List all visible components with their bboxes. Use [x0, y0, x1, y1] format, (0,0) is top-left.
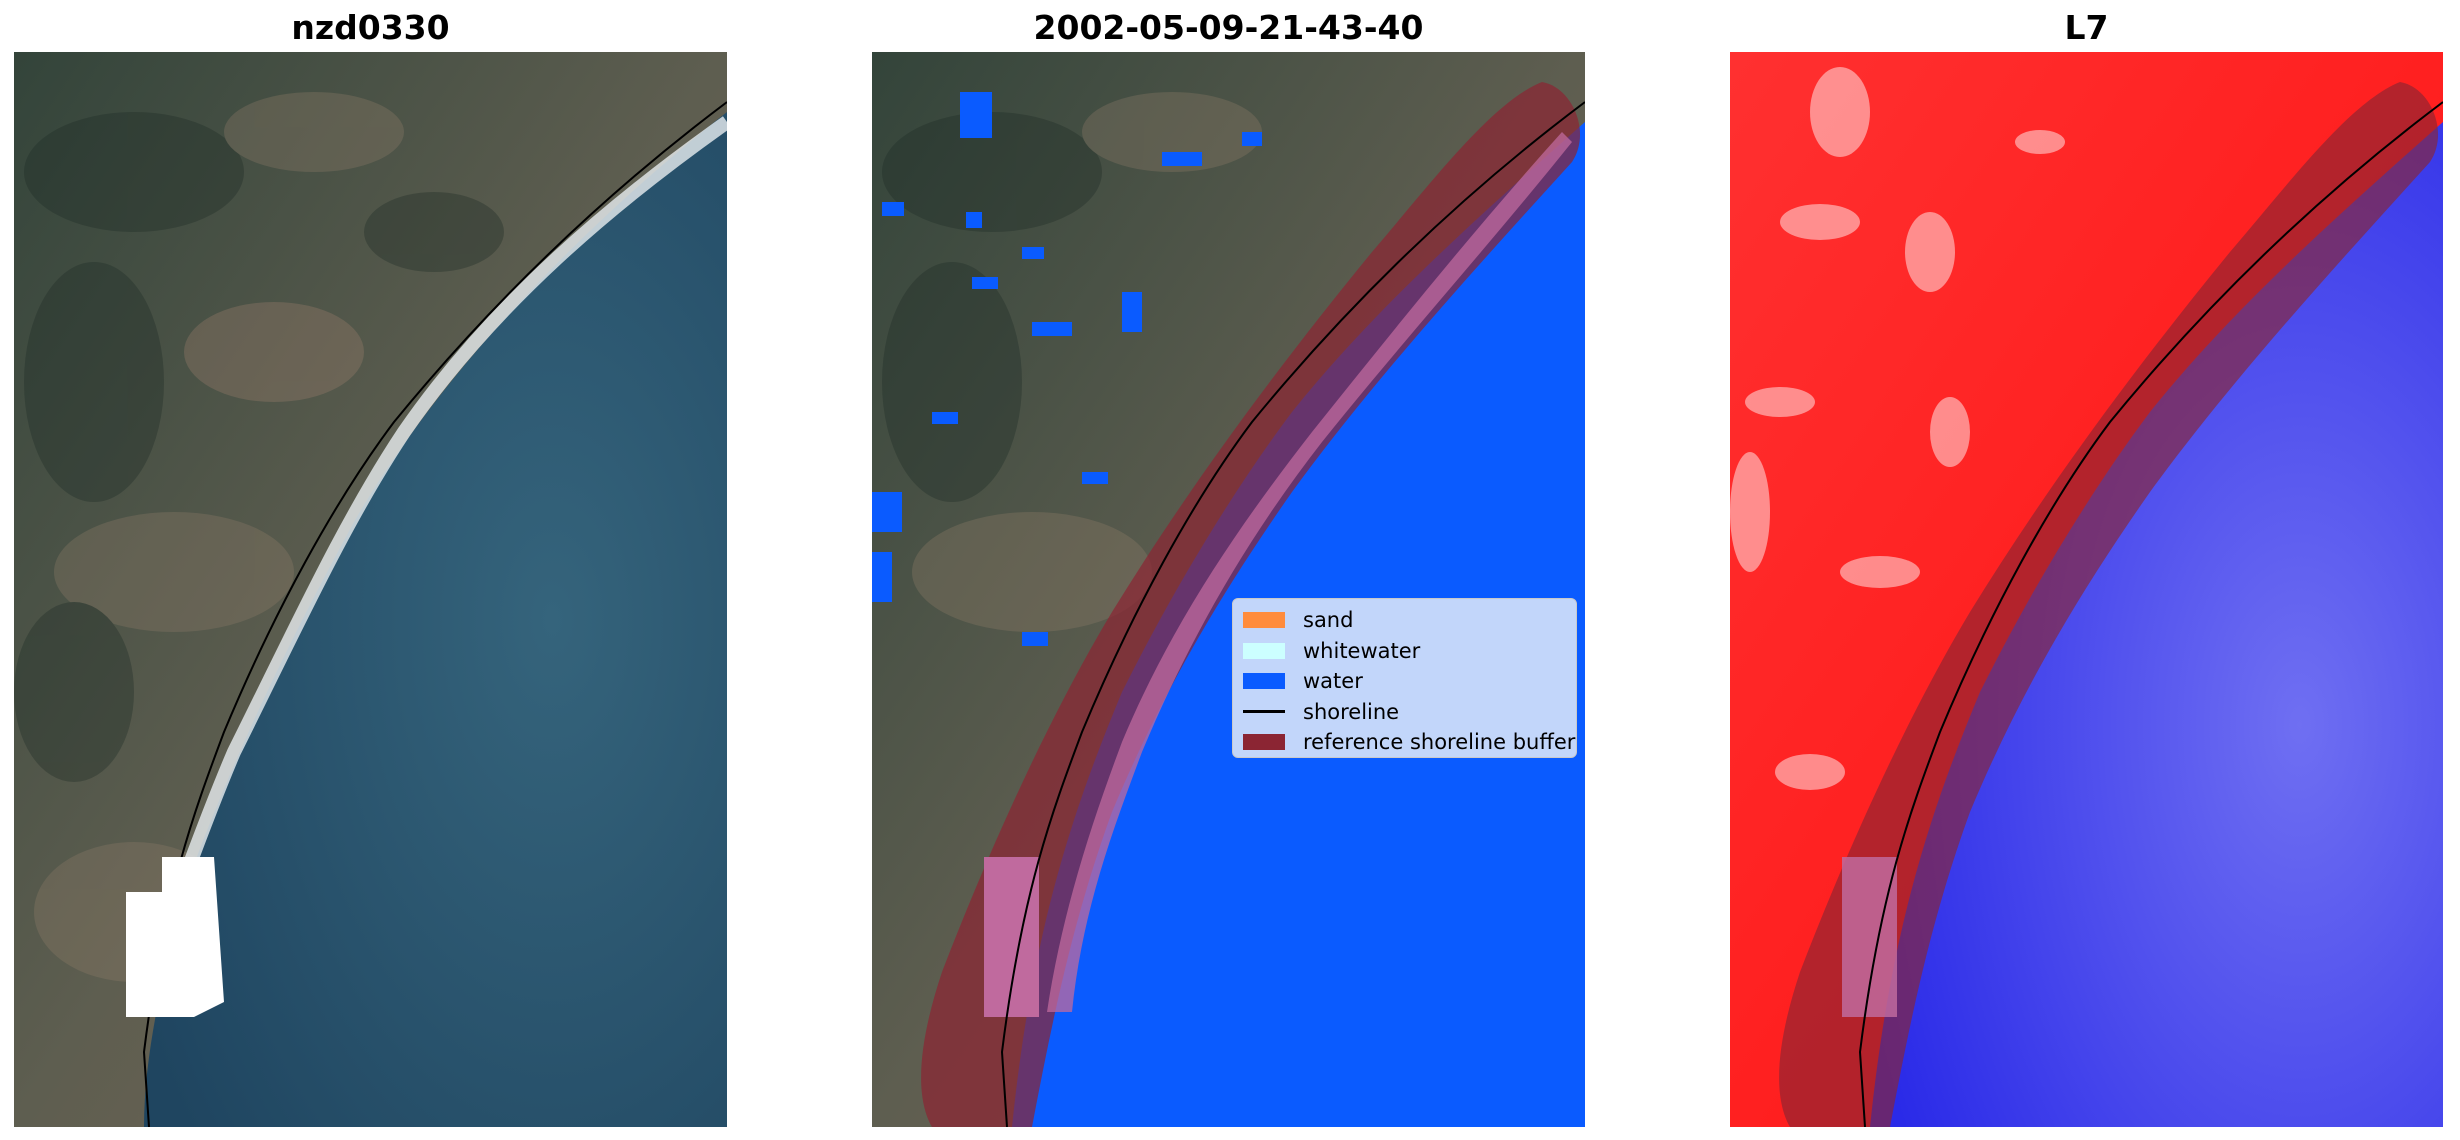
rgb-image-panel — [14, 52, 727, 1127]
legend-label-buffer: reference shoreline buffer — [1303, 730, 1576, 755]
legend-label-shoreline: shoreline — [1303, 699, 1400, 724]
legend-label-whitewater: whitewater — [1303, 638, 1421, 663]
masked-region — [984, 857, 1039, 1017]
legend-item-whitewater: whitewater — [1243, 636, 1566, 667]
shoreline-line — [1000, 101, 1585, 1127]
panel-title-rgb: nzd0330 — [291, 8, 450, 47]
legend-label-sand: sand — [1303, 608, 1354, 633]
legend-item-water: water — [1243, 666, 1566, 697]
water-index-area — [1870, 122, 2443, 1127]
classification-image — [872, 52, 1585, 1127]
cloud-mask — [126, 857, 224, 1017]
legend-item-buffer: reference shoreline buffer — [1243, 727, 1575, 758]
legend: sand whitewater water shoreline referenc… — [1232, 598, 1577, 758]
classification-panel — [872, 52, 1585, 1127]
masked-region — [1842, 857, 1897, 1017]
rgb-satellite-image — [14, 52, 727, 1127]
index-image — [1730, 52, 2443, 1127]
legend-swatch-whitewater — [1243, 642, 1285, 659]
reference-shoreline-buffer — [1779, 82, 2439, 1127]
legend-swatch-shoreline — [1243, 710, 1285, 714]
legend-label-water: water — [1303, 669, 1363, 694]
legend-item-sand: sand — [1243, 605, 1566, 636]
index-panel — [1730, 52, 2443, 1127]
legend-item-shoreline: shoreline — [1243, 697, 1566, 728]
panel-title-classification: 2002-05-09-21-43-40 — [1033, 8, 1424, 47]
terrain-texture — [882, 92, 1262, 632]
shoreline-line — [1858, 101, 2443, 1127]
legend-swatch-water — [1243, 673, 1285, 690]
sea-area — [144, 112, 727, 1127]
inland-water-pixels — [872, 92, 1262, 646]
land-index-highlights — [1730, 67, 2065, 790]
legend-swatch-sand — [1243, 612, 1285, 629]
legend-swatch-buffer — [1243, 734, 1285, 751]
surf-zone — [157, 116, 727, 935]
panel-title-index: L7 — [2064, 8, 2109, 47]
